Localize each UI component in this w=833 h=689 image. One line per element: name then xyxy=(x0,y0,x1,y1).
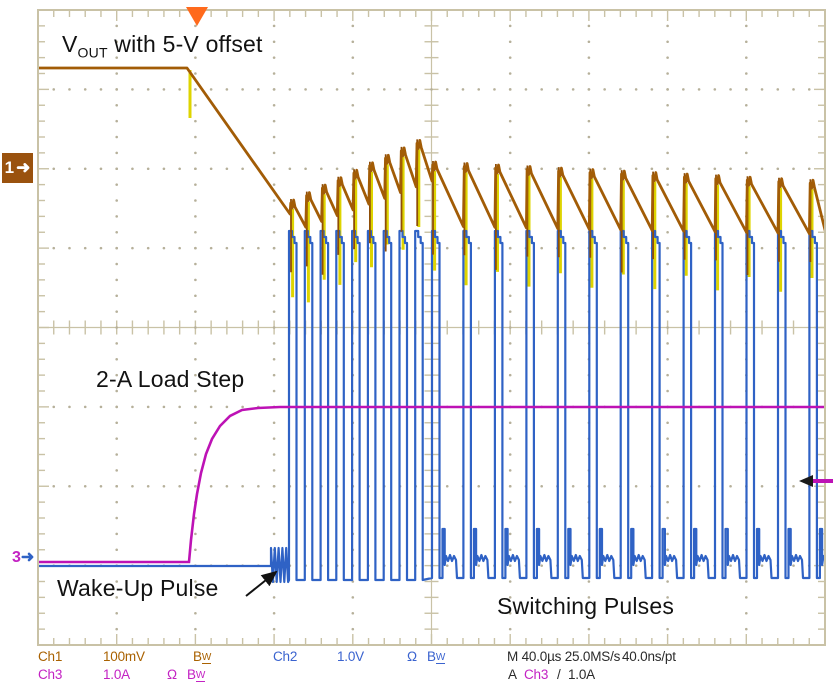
readout-: / xyxy=(557,667,561,682)
bandwidth-limit-icon: B xyxy=(193,649,202,664)
switching-edge-glow xyxy=(188,70,814,303)
bandwidth-limit-icon-sub: W xyxy=(435,652,446,664)
vout-annotation-rest: with 5-V offset xyxy=(107,31,263,57)
readout-1-0v: 1.0V xyxy=(337,649,364,664)
readout-1-0a: 1.0A xyxy=(103,667,130,682)
ch2-ch3-ground-marker: 3➜ xyxy=(12,547,34,567)
readout-40-0ns-pt: 40.0ns/pt xyxy=(622,649,676,664)
ch1-trace xyxy=(39,66,824,236)
readout-a: A xyxy=(508,667,517,682)
bandwidth-limit-icon-sub: W xyxy=(201,652,212,664)
trigger-level-marker-shaft[interactable] xyxy=(812,479,833,483)
vout-annotation-v: V xyxy=(62,31,78,57)
readout-100mv: 100mV xyxy=(103,649,145,664)
trigger-position-marker[interactable] xyxy=(186,7,208,26)
ch1-ground-marker-arrow-icon: ➜ xyxy=(16,158,31,177)
readout-bw: BW xyxy=(187,667,205,682)
readout-bw: BW xyxy=(427,649,445,664)
wakeup-pulse-annotation: Wake-Up Pulse xyxy=(57,575,219,601)
bandwidth-limit-icon: B xyxy=(427,649,436,664)
switching-pulses-annotation: Switching Pulses xyxy=(497,593,675,619)
vout-annotation-sub: OUT xyxy=(77,44,108,61)
readout-ch1: Ch1 xyxy=(38,649,63,664)
readout-ch2: Ch2 xyxy=(273,649,298,664)
readout-bw: BW xyxy=(193,649,211,664)
ch1-ground-marker-label: 1 xyxy=(4,158,15,177)
trace-layer xyxy=(39,66,824,584)
trigger-level-marker-arrow[interactable] xyxy=(799,475,813,487)
wakeup-annotation-arrow-icon xyxy=(245,570,278,597)
scope-readout: Ch1 100mV BW Ch2 1.0V Ω BW M 40.0µs 25.0MS/s 40.… xyxy=(0,645,833,689)
readout-1-0a: 1.0A xyxy=(568,667,595,682)
ch3-trace xyxy=(39,405,824,564)
readout-m-40-0-s-25-0ms-s: M 40.0µs 25.0MS/s xyxy=(507,649,621,664)
readout-: Ω xyxy=(407,649,417,664)
load-step-annotation: 2-A Load Step xyxy=(96,366,245,392)
ch2-ground-marker-arrow-icon: ➜ xyxy=(20,549,35,566)
bandwidth-limit-icon-sub: W xyxy=(195,670,206,682)
readout-ch3: Ch3 xyxy=(38,667,63,682)
ch1-ground-marker: 1 ➜ xyxy=(2,153,33,183)
readout-ch3: Ch3 xyxy=(524,667,549,682)
ch3-ground-marker-label: 3 xyxy=(12,549,21,566)
readout-: Ω xyxy=(167,667,177,682)
vout-annotation: VOUT with 5-V offset xyxy=(62,31,263,61)
bandwidth-limit-icon: B xyxy=(187,667,196,682)
